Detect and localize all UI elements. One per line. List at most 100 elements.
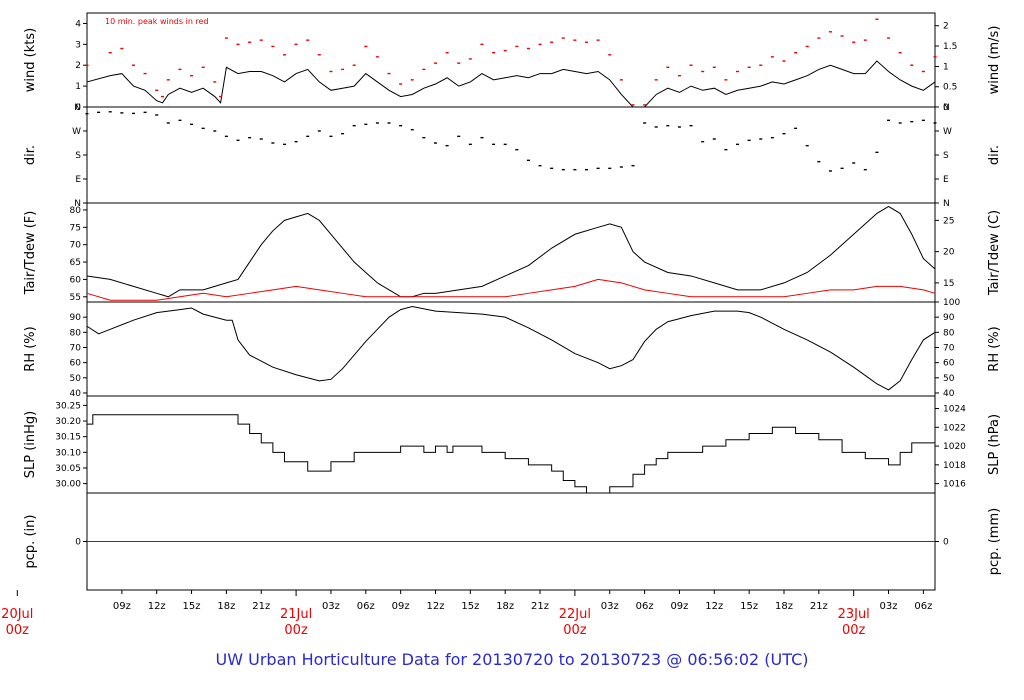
dir-point — [236, 139, 240, 142]
wind-ylabel: wind (kts) — [23, 28, 38, 92]
wind-point — [933, 56, 937, 58]
pcp-ylabel: pcp. (in) — [23, 515, 38, 569]
dir-point — [817, 160, 821, 163]
dir-point — [422, 136, 426, 139]
dir-point — [677, 126, 681, 128]
wind-point — [306, 39, 310, 41]
dir-point — [97, 111, 101, 114]
temp-right-tick-label: 15 — [943, 279, 954, 289]
time-tick-label: 06z — [914, 601, 932, 612]
wind-point — [898, 51, 902, 54]
dir-point — [550, 167, 554, 170]
time-tick-label: 18z — [775, 601, 793, 612]
dir-point — [375, 122, 379, 124]
dir-point — [190, 123, 194, 126]
dir-point — [131, 112, 135, 115]
wind-right-tick-label: 1.5 — [943, 42, 957, 52]
dir-point — [701, 140, 705, 143]
dir-point — [898, 122, 902, 124]
wind-series-line — [86, 60, 936, 108]
dir-point — [863, 168, 867, 171]
time-tick-label: 18z — [217, 601, 235, 612]
time-tick-label: 09z — [392, 601, 410, 612]
pcp-left-tick-label: 0 — [75, 538, 81, 548]
wind-point — [236, 43, 240, 46]
dir-point — [921, 119, 925, 122]
wind-point — [503, 49, 507, 52]
temp-ylabel: Tair/Tdew (F) — [23, 211, 38, 296]
wind-point — [526, 47, 530, 50]
time-tick-label: 12z — [705, 601, 723, 612]
time-tick-label: 15z — [183, 601, 201, 612]
slp-right-tick-label: 1022 — [943, 423, 966, 433]
wind-ylabel-right: wind (m/s) — [987, 26, 1002, 95]
temp-left-tick-label: 80 — [70, 206, 82, 216]
wind-point — [817, 37, 821, 39]
dir-point — [736, 143, 740, 146]
slp-left-tick-label: 30.00 — [55, 480, 81, 490]
wind-left-tick-label: 1 — [75, 82, 81, 92]
wind-point — [387, 72, 391, 75]
dir-point — [352, 124, 356, 127]
wind-point — [161, 95, 165, 98]
time-tick-label: 21z — [810, 601, 828, 612]
dir-point — [666, 124, 670, 127]
wind-right-tick-label: 1 — [943, 62, 949, 72]
wind-point — [375, 56, 379, 58]
slp-left-tick-label: 30.10 — [55, 448, 81, 458]
dir-point — [654, 126, 658, 128]
dir-point — [85, 112, 89, 115]
wind-point — [689, 64, 693, 66]
slp-left-tick-label: 30.05 — [55, 464, 81, 474]
date-tick-time: 00z — [6, 623, 30, 638]
wind-point — [120, 47, 124, 50]
dir-point — [910, 120, 914, 123]
slp-left-tick-label: 30.25 — [55, 401, 81, 411]
dir-point — [782, 132, 786, 135]
wind-right-tick-label: 0 — [943, 103, 949, 113]
rh-left-tick-label: 80 — [70, 328, 82, 338]
time-tick-label: 03z — [322, 601, 340, 612]
wind-point — [294, 43, 298, 46]
dir-point — [306, 135, 310, 138]
dir-point — [585, 168, 589, 171]
dir-point — [445, 144, 449, 147]
dir-ylabel: dir. — [23, 145, 38, 165]
dir-point — [689, 124, 693, 127]
dir-point — [213, 130, 217, 132]
wind-point — [701, 70, 705, 73]
wind-point — [341, 68, 345, 71]
dir-point — [410, 128, 414, 131]
dir-point — [399, 124, 403, 127]
wind-point — [422, 68, 426, 71]
wind-point — [596, 39, 600, 41]
dir-point — [248, 136, 252, 139]
wind-point — [219, 95, 223, 98]
pcp-right-tick-label: 0 — [943, 538, 949, 548]
rh-ylabel: RH (%) — [23, 326, 38, 371]
dir-point — [433, 142, 437, 144]
dir-point — [457, 135, 461, 138]
rh-series-line — [86, 306, 936, 391]
wind-point — [724, 79, 728, 81]
wind-point — [515, 45, 519, 48]
date-tick-time: 00z — [284, 623, 308, 638]
date-tick-time: 00z — [563, 623, 587, 638]
dir-point — [329, 135, 333, 138]
wind-point — [85, 64, 89, 66]
date-tick-day: 21Jul — [280, 607, 312, 622]
slp-right-tick-label: 1018 — [943, 461, 966, 471]
wind-point — [213, 81, 217, 83]
slp-left-tick-label: 30.20 — [55, 417, 81, 427]
wind-point — [410, 79, 414, 81]
wind-point — [654, 79, 658, 81]
dir-point — [294, 140, 298, 143]
dir-point — [224, 135, 228, 138]
dir-point — [561, 168, 565, 171]
wind-point — [608, 54, 612, 56]
dir-point — [178, 119, 182, 122]
footer-title: UW Urban Horticulture Data for 20130720 … — [215, 650, 809, 669]
wind-point — [131, 64, 135, 66]
dir-right-tick-label: N — [943, 199, 950, 209]
